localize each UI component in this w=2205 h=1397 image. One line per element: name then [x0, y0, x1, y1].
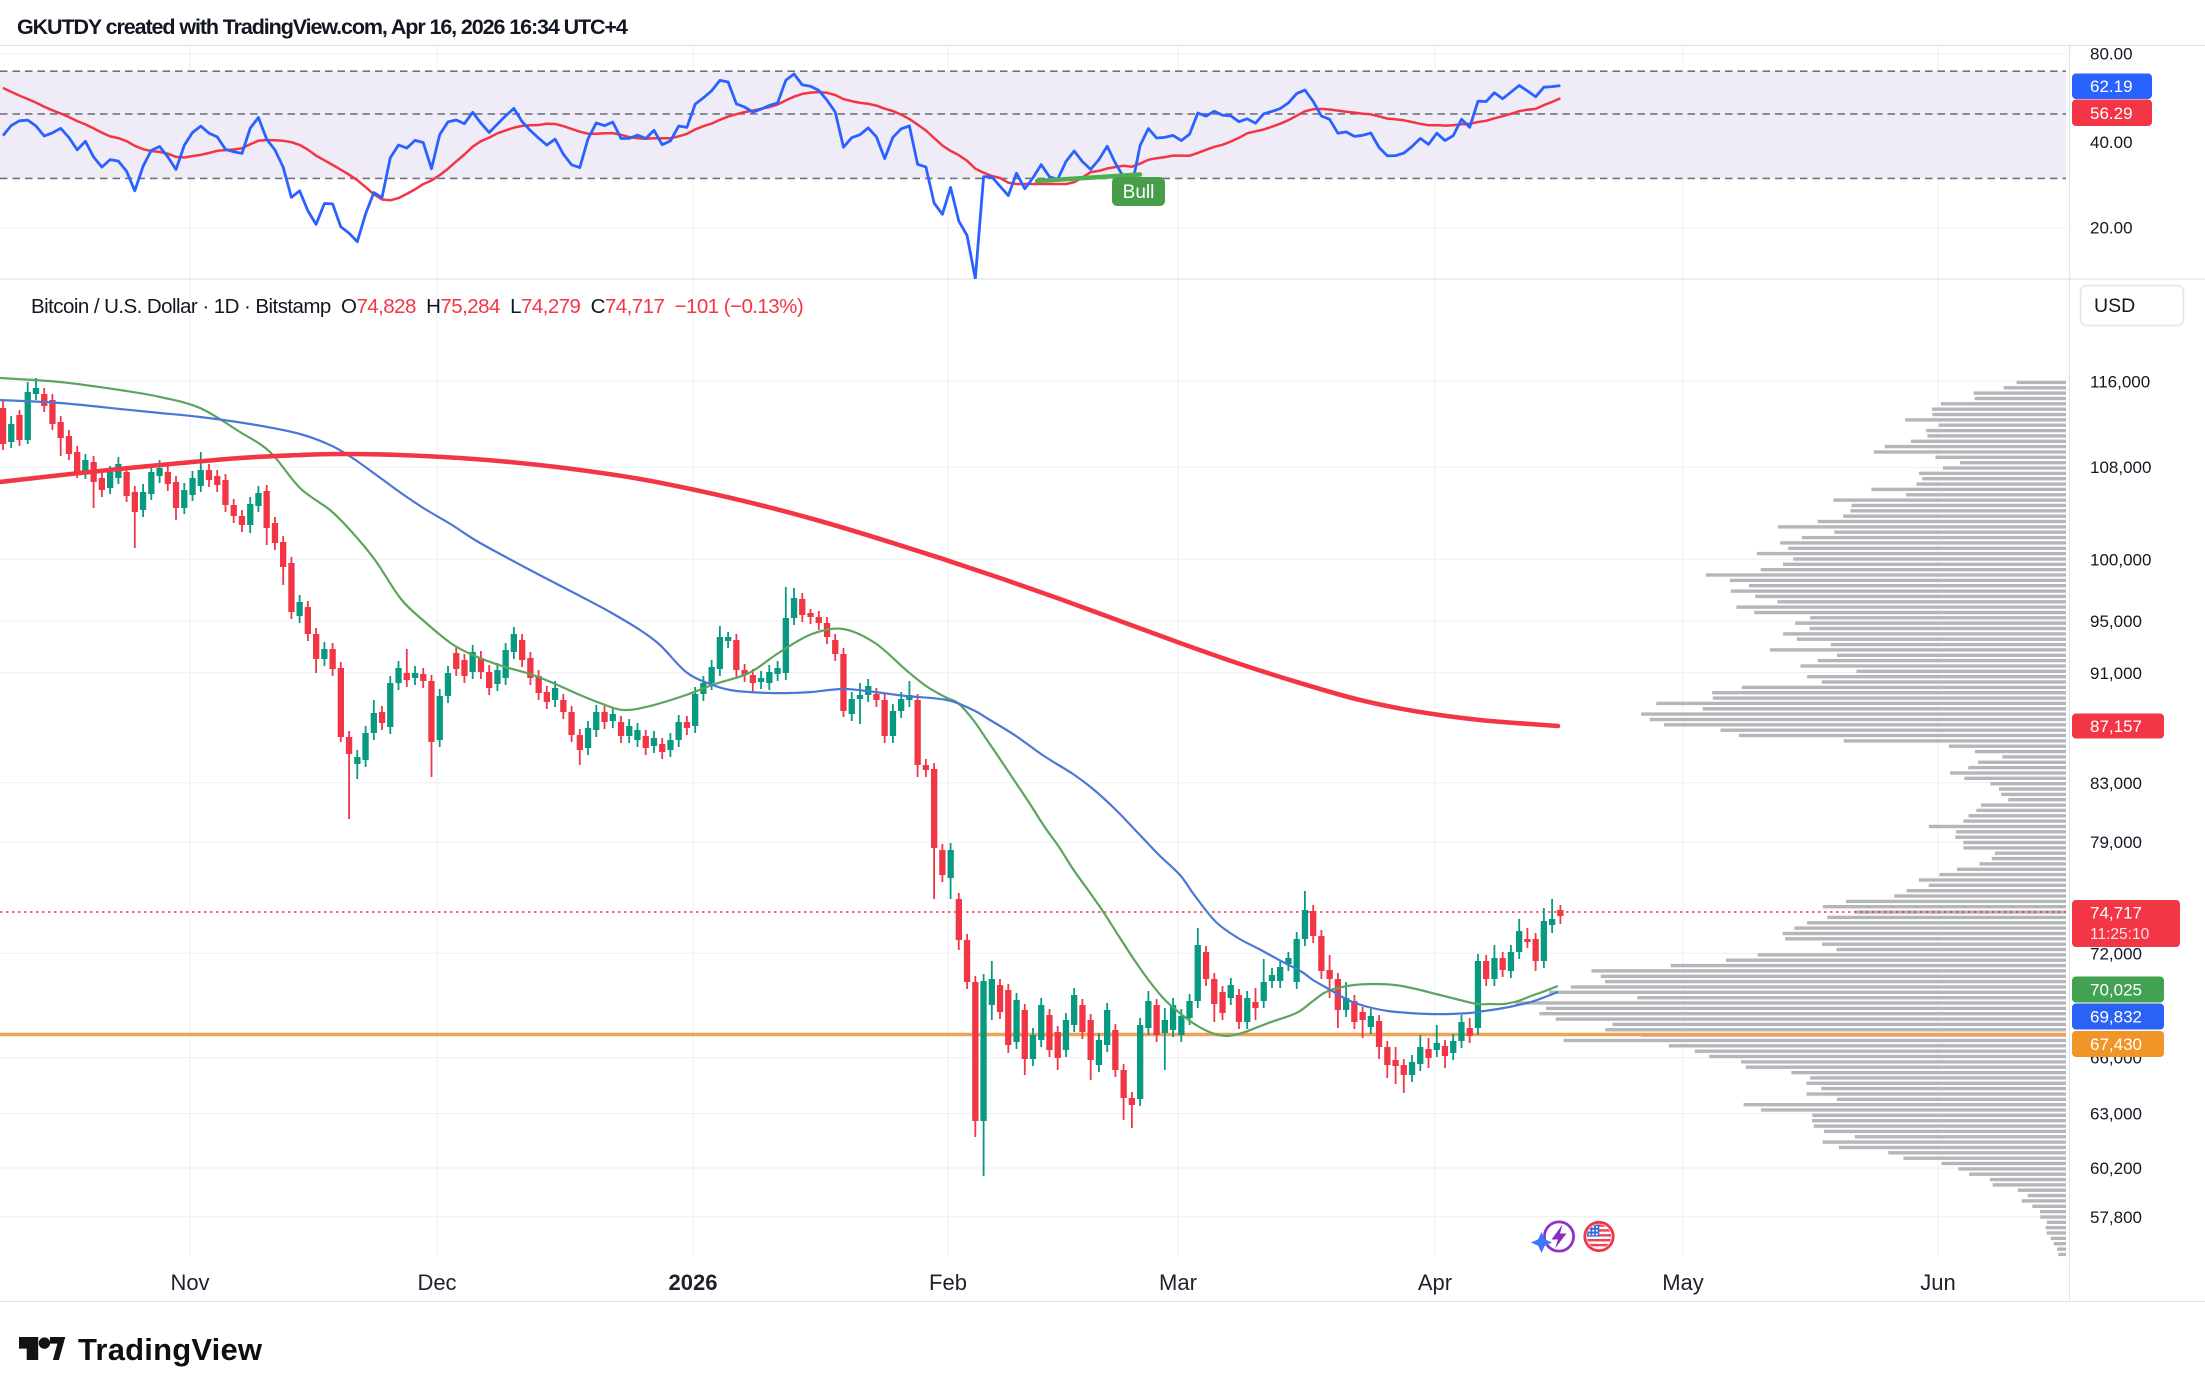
svg-text:83,000: 83,000 [2090, 774, 2142, 793]
svg-text:TradingView: TradingView [78, 1332, 263, 1367]
svg-text:72,000: 72,000 [2090, 944, 2142, 963]
svg-text:USD: USD [2094, 295, 2135, 317]
svg-text:Mar: Mar [1159, 1270, 1197, 1295]
svg-text:100,000: 100,000 [2090, 550, 2151, 569]
svg-text:57,800: 57,800 [2090, 1208, 2142, 1227]
svg-text:69,832: 69,832 [2090, 1008, 2142, 1027]
svg-text:Feb: Feb [929, 1270, 967, 1295]
svg-text:2026: 2026 [669, 1270, 718, 1295]
svg-text:116,000: 116,000 [2090, 372, 2150, 391]
svg-text:11:25:10: 11:25:10 [2090, 926, 2150, 943]
svg-text:67,430: 67,430 [2090, 1035, 2142, 1054]
svg-text:95,000: 95,000 [2090, 612, 2142, 631]
svg-text:56.29: 56.29 [2090, 104, 2133, 123]
svg-text:Apr: Apr [1418, 1270, 1452, 1295]
svg-text:May: May [1662, 1270, 1704, 1295]
svg-text:74,717: 74,717 [2090, 904, 2142, 923]
svg-text:Bitcoin / U.S. Dollar · 1D · B: Bitcoin / U.S. Dollar · 1D · Bitstamp O7… [31, 295, 803, 318]
svg-text:70,025: 70,025 [2090, 981, 2142, 1000]
svg-text:20.00: 20.00 [2090, 219, 2133, 238]
svg-text:62.19: 62.19 [2090, 77, 2133, 96]
svg-text:80.00: 80.00 [2090, 45, 2133, 64]
svg-text:63,000: 63,000 [2090, 1105, 2142, 1124]
svg-text:87,157: 87,157 [2090, 717, 2142, 736]
svg-text:108,000: 108,000 [2090, 458, 2151, 477]
svg-text:79,000: 79,000 [2090, 833, 2142, 852]
svg-text:40.00: 40.00 [2090, 133, 2133, 152]
svg-text:Jun: Jun [1920, 1270, 1955, 1295]
svg-text:GKUTDY created with TradingVie: GKUTDY created with TradingView.com, Apr… [17, 15, 628, 39]
svg-text:Dec: Dec [417, 1270, 456, 1295]
svg-text:Bull: Bull [1123, 182, 1155, 203]
svg-text:60,200: 60,200 [2090, 1159, 2142, 1178]
svg-text:91,000: 91,000 [2090, 664, 2142, 683]
svg-text:Nov: Nov [170, 1270, 209, 1295]
